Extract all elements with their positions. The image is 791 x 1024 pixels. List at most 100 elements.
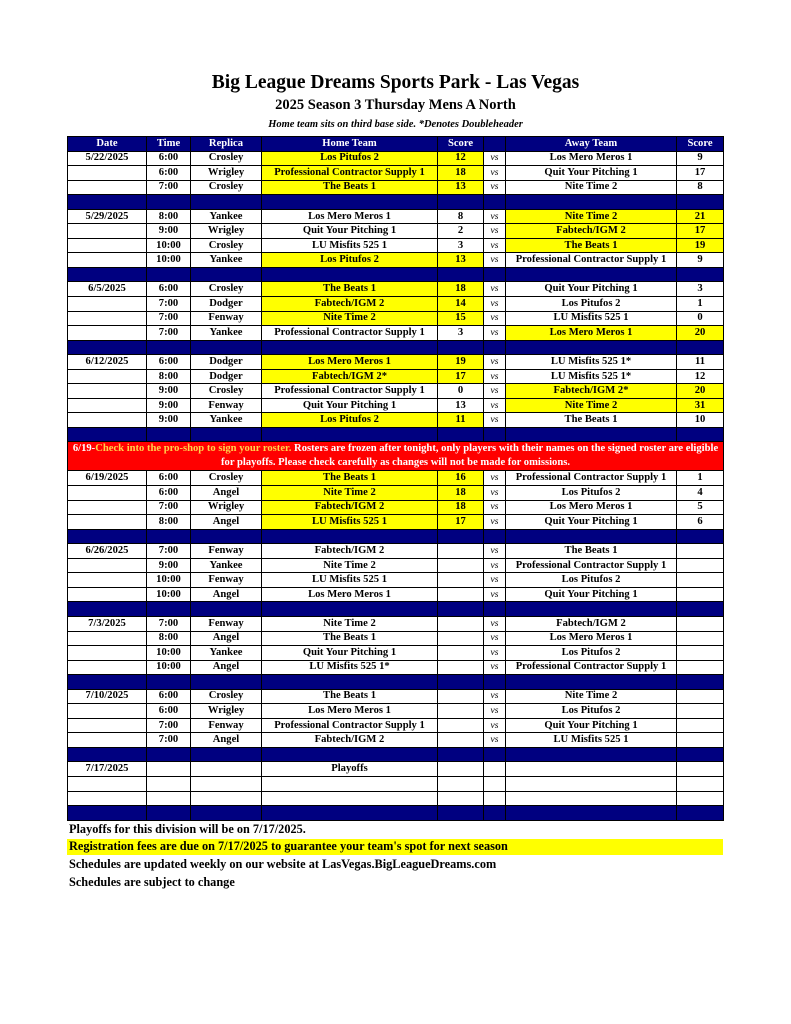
home-team-cell bbox=[261, 790, 438, 807]
home-team-cell: Los Mero Meros 1 bbox=[261, 354, 438, 370]
away-team-cell: LU Misfits 525 1 bbox=[505, 310, 677, 327]
field-cell: Angel bbox=[190, 659, 262, 676]
vs-cell: vs bbox=[483, 150, 506, 167]
field-cell: Wrigley bbox=[190, 499, 262, 516]
home-team-cell: Quit Your Pitching 1 bbox=[261, 645, 438, 661]
home-score-cell: 19 bbox=[437, 354, 484, 370]
home-team-cell: Fabtech/IGM 2 bbox=[261, 296, 438, 312]
away-team-cell: Fabtech/IGM 2* bbox=[505, 383, 677, 399]
separator-cell bbox=[146, 266, 191, 283]
date-cell bbox=[67, 310, 147, 327]
separator-cell bbox=[146, 805, 191, 821]
game-row: 8:00 Dodger Fabtech/IGM 2* 17 vs LU Misfits 5… bbox=[67, 368, 724, 385]
away-team-cell: Nite Time 2 bbox=[505, 208, 677, 225]
separator-cell bbox=[676, 339, 724, 356]
home-score-cell: 13 bbox=[437, 252, 484, 268]
time-cell: 6:00 bbox=[146, 165, 191, 181]
time-cell: 10:00 bbox=[146, 659, 191, 676]
field-cell: Crosley bbox=[190, 179, 262, 196]
time-cell: 8:00 bbox=[146, 208, 191, 225]
field-cell: Crosley bbox=[190, 470, 262, 487]
notice-date: 6/19- bbox=[72, 443, 96, 455]
home-team-cell: Fabtech/IGM 2 bbox=[261, 543, 438, 559]
away-score-cell: 20 bbox=[676, 325, 724, 341]
separator-cell bbox=[505, 339, 677, 356]
home-team-cell: Professional Contractor Supply 1 bbox=[261, 717, 438, 734]
game-row bbox=[67, 790, 724, 807]
playoffs-note: Playoffs for this division will be on 7/… bbox=[69, 822, 306, 836]
date-cell bbox=[67, 296, 147, 312]
home-team-cell: Nite Time 2 bbox=[261, 615, 438, 632]
separator-row bbox=[67, 601, 724, 617]
date-cell bbox=[67, 412, 147, 428]
separator-cell bbox=[483, 601, 506, 617]
away-score-cell: 17 bbox=[676, 223, 724, 239]
vs-cell: vs bbox=[483, 688, 506, 705]
home-score-cell: 16 bbox=[437, 470, 484, 487]
date-cell bbox=[67, 165, 147, 181]
separator-cell bbox=[676, 805, 724, 821]
time-cell: 7:00 bbox=[146, 179, 191, 196]
home-score-cell: 3 bbox=[437, 325, 484, 341]
away-team-cell: Professional Contractor Supply 1 bbox=[505, 252, 677, 268]
vs-cell: vs bbox=[483, 572, 506, 588]
home-score-cell: 11 bbox=[437, 412, 484, 428]
away-score-cell: 8 bbox=[676, 179, 724, 196]
separator-cell bbox=[676, 266, 724, 283]
away-score-cell bbox=[676, 717, 724, 734]
away-team-cell: Professional Contractor Supply 1 bbox=[505, 470, 677, 487]
game-row: 7:00 Wrigley Fabtech/IGM 2 18 vs Los Mero Mer… bbox=[67, 499, 724, 516]
separator-cell bbox=[261, 746, 438, 763]
away-score-cell: 4 bbox=[676, 485, 724, 501]
time-cell: 10:00 bbox=[146, 252, 191, 268]
separator-cell bbox=[261, 805, 438, 821]
home-score-cell bbox=[437, 732, 484, 748]
time-cell: 6:00 bbox=[146, 354, 191, 370]
home-score-cell: 18 bbox=[437, 499, 484, 516]
field-cell: Fenway bbox=[190, 310, 262, 327]
home-score-cell bbox=[437, 557, 484, 574]
home-score-cell bbox=[437, 717, 484, 734]
away-team-cell: Los Mero Meros 1 bbox=[505, 150, 677, 167]
separator-cell bbox=[676, 528, 724, 545]
away-score-cell: 21 bbox=[676, 208, 724, 225]
separator-cell bbox=[437, 746, 484, 763]
time-cell: 9:00 bbox=[146, 223, 191, 239]
separator-cell bbox=[505, 528, 677, 545]
separator-cell bbox=[437, 266, 484, 283]
separator-cell bbox=[505, 426, 677, 443]
away-score-cell: 12 bbox=[676, 368, 724, 385]
field-cell: Crosley bbox=[190, 688, 262, 705]
vs-cell: vs bbox=[483, 543, 506, 559]
separator-cell bbox=[261, 601, 438, 617]
home-score-cell bbox=[437, 775, 484, 792]
home-team-cell: Fabtech/IGM 2* bbox=[261, 368, 438, 385]
website-note: Schedules are updated weekly on our webs… bbox=[69, 857, 497, 871]
away-score-cell bbox=[676, 761, 724, 777]
field-cell: Crosley bbox=[190, 237, 262, 254]
away-team-cell: Nite Time 2 bbox=[505, 179, 677, 196]
field-cell: Fenway bbox=[190, 572, 262, 588]
away-score-cell bbox=[676, 645, 724, 661]
date-cell: 5/29/2025 bbox=[67, 208, 147, 225]
home-score-cell: 3 bbox=[437, 237, 484, 254]
separator-cell bbox=[190, 674, 262, 690]
roster-notice-row: 6/19-Check into the pro-shop to sign you… bbox=[67, 441, 724, 472]
separator-cell bbox=[67, 194, 147, 210]
away-team-cell: Fabtech/IGM 2 bbox=[505, 223, 677, 239]
field-cell: Fenway bbox=[190, 717, 262, 734]
separator-cell bbox=[437, 194, 484, 210]
time-cell: 10:00 bbox=[146, 572, 191, 588]
home-team-cell: Quit Your Pitching 1 bbox=[261, 223, 438, 239]
separator-cell bbox=[261, 194, 438, 210]
away-team-cell: The Beats 1 bbox=[505, 412, 677, 428]
game-row: 7:00 Fenway Nite Time 2 15 vs LU Misfits 525 … bbox=[67, 310, 724, 327]
field-cell: Yankee bbox=[190, 252, 262, 268]
game-row: 6/12/2025 6:00 Dodger Los Mero Meros 1 19 vs L… bbox=[67, 354, 724, 370]
home-team-cell: Fabtech/IGM 2 bbox=[261, 499, 438, 516]
away-score-cell: 10 bbox=[676, 412, 724, 428]
vs-cell: vs bbox=[483, 470, 506, 487]
vs-cell bbox=[483, 790, 506, 807]
field-cell bbox=[190, 790, 262, 807]
